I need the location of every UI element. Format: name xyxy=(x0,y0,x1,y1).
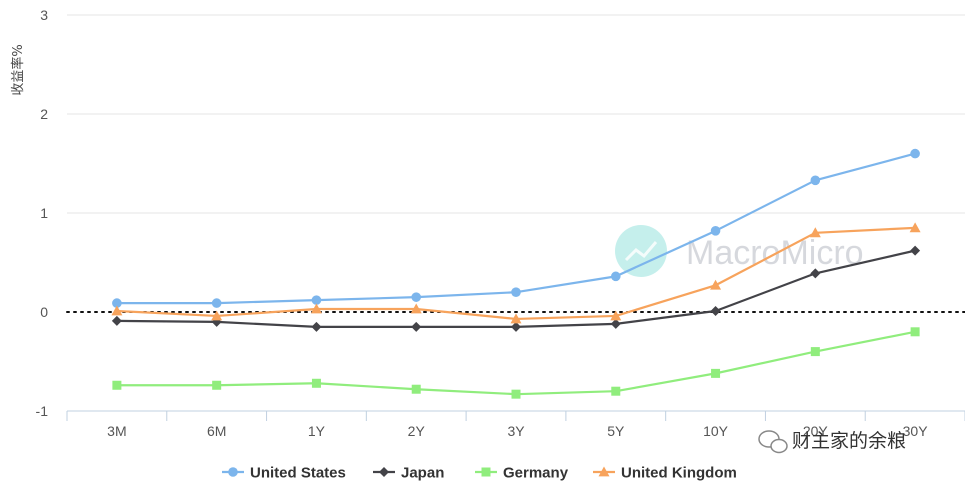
legend-label: Japan xyxy=(401,465,444,482)
axis-layer: -1 0 1 2 3 收益率% 3M 6M 1Y 2Y 3Y 5Y 10Y 20Y 30Y xyxy=(10,7,965,439)
square-marker xyxy=(711,368,721,378)
x-tick-label: 6M xyxy=(207,423,226,439)
triangle-marker xyxy=(710,279,722,290)
y-tick-label: 3 xyxy=(40,7,48,23)
triangle-marker xyxy=(510,313,522,324)
legend-item-united-states[interactable]: United States xyxy=(222,465,346,482)
diamond-marker xyxy=(610,318,621,329)
y-tick-label: 1 xyxy=(40,205,48,221)
watermark: MacroMicro xyxy=(615,225,864,277)
square-marker xyxy=(511,389,521,399)
circle-marker xyxy=(411,292,422,302)
square-marker xyxy=(411,384,421,394)
circle-marker xyxy=(710,226,721,236)
legend-item-united-kingdom[interactable]: United Kingdom xyxy=(593,465,737,482)
circle-marker xyxy=(511,287,521,298)
square-marker xyxy=(311,378,321,388)
triangle-marker xyxy=(111,305,123,316)
circle-marker xyxy=(211,298,222,308)
series-layer xyxy=(111,148,921,399)
legend-item-germany[interactable]: Germany xyxy=(475,465,569,482)
x-tick-label: 2Y xyxy=(408,423,426,439)
y-tick-label: -1 xyxy=(36,403,49,419)
legend-item-japan[interactable]: Japan xyxy=(373,465,444,482)
macromicro-logo-icon xyxy=(615,225,667,277)
y-axis-title: 收益率% xyxy=(10,44,26,95)
diamond-marker xyxy=(379,467,389,477)
series-japan xyxy=(111,245,921,332)
y-tick-label: 0 xyxy=(40,304,48,320)
diamond-marker xyxy=(810,268,821,279)
x-tick-label: 5Y xyxy=(607,423,625,439)
diamond-marker xyxy=(311,321,322,332)
legend-label: United Kingdom xyxy=(621,465,737,482)
legend-label: Germany xyxy=(503,465,569,482)
square-marker xyxy=(481,467,491,477)
square-marker xyxy=(910,327,920,337)
x-tick-label: 20Y xyxy=(803,423,829,439)
diamond-marker xyxy=(411,321,422,332)
triangle-marker xyxy=(610,310,622,321)
wechat-attribution: 财主家的余粮 xyxy=(758,430,906,454)
circle-marker xyxy=(311,295,322,305)
x-tick-label: 1Y xyxy=(308,423,326,439)
circle-marker xyxy=(112,298,122,308)
x-tick-label: 30Y xyxy=(903,423,929,439)
circle-marker xyxy=(910,148,920,159)
legend-label: United States xyxy=(250,465,346,482)
series-united-states xyxy=(112,148,920,308)
triangle-marker xyxy=(211,310,223,321)
wechat-icon-bubble xyxy=(770,438,788,454)
circle-marker xyxy=(810,175,821,186)
diamond-marker xyxy=(111,315,122,326)
square-marker xyxy=(112,380,122,390)
x-tick-label: 3M xyxy=(107,423,126,439)
triangle-marker xyxy=(598,466,610,477)
triangle-marker xyxy=(809,227,821,238)
y-tick-label: 2 xyxy=(40,106,48,122)
circle-marker xyxy=(228,467,238,477)
series-line xyxy=(116,330,916,396)
square-marker xyxy=(810,347,820,357)
triangle-marker xyxy=(909,222,921,233)
wechat-account-name: 财主家的余粮 xyxy=(792,430,906,452)
series-germany xyxy=(112,327,920,399)
diamond-marker xyxy=(511,321,521,332)
macromicro-logo-chart-icon xyxy=(624,241,658,262)
legend[interactable]: United States Japan Germany United Kingdom xyxy=(222,465,737,482)
triangle-marker xyxy=(410,303,422,314)
series-united-kingdom xyxy=(111,222,921,324)
square-marker xyxy=(611,386,621,396)
diamond-marker xyxy=(710,306,721,317)
square-marker xyxy=(212,380,222,390)
diamond-marker xyxy=(910,245,921,256)
x-tick-label: 10Y xyxy=(703,423,729,439)
circle-marker xyxy=(610,271,621,282)
x-tick-label: 3Y xyxy=(507,423,525,439)
triangle-marker xyxy=(310,303,322,314)
